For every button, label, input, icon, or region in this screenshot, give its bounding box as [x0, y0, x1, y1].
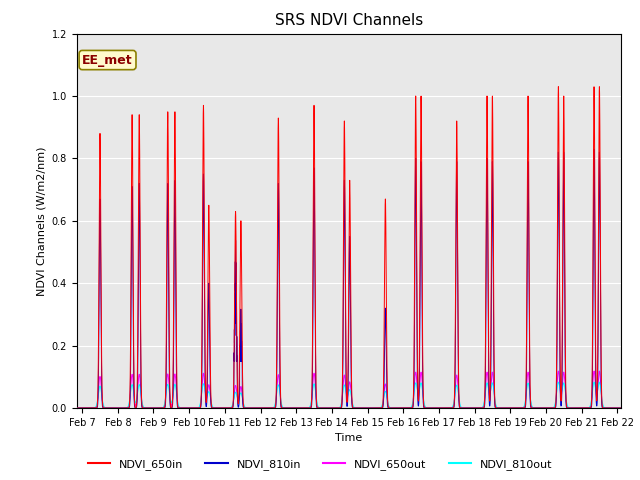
Text: EE_met: EE_met	[82, 54, 133, 67]
X-axis label: Time: Time	[335, 433, 362, 443]
Legend: NDVI_650in, NDVI_810in, NDVI_650out, NDVI_810out: NDVI_650in, NDVI_810in, NDVI_650out, NDV…	[83, 455, 557, 474]
Title: SRS NDVI Channels: SRS NDVI Channels	[275, 13, 423, 28]
Y-axis label: NDVI Channels (W/m2/nm): NDVI Channels (W/m2/nm)	[36, 146, 46, 296]
